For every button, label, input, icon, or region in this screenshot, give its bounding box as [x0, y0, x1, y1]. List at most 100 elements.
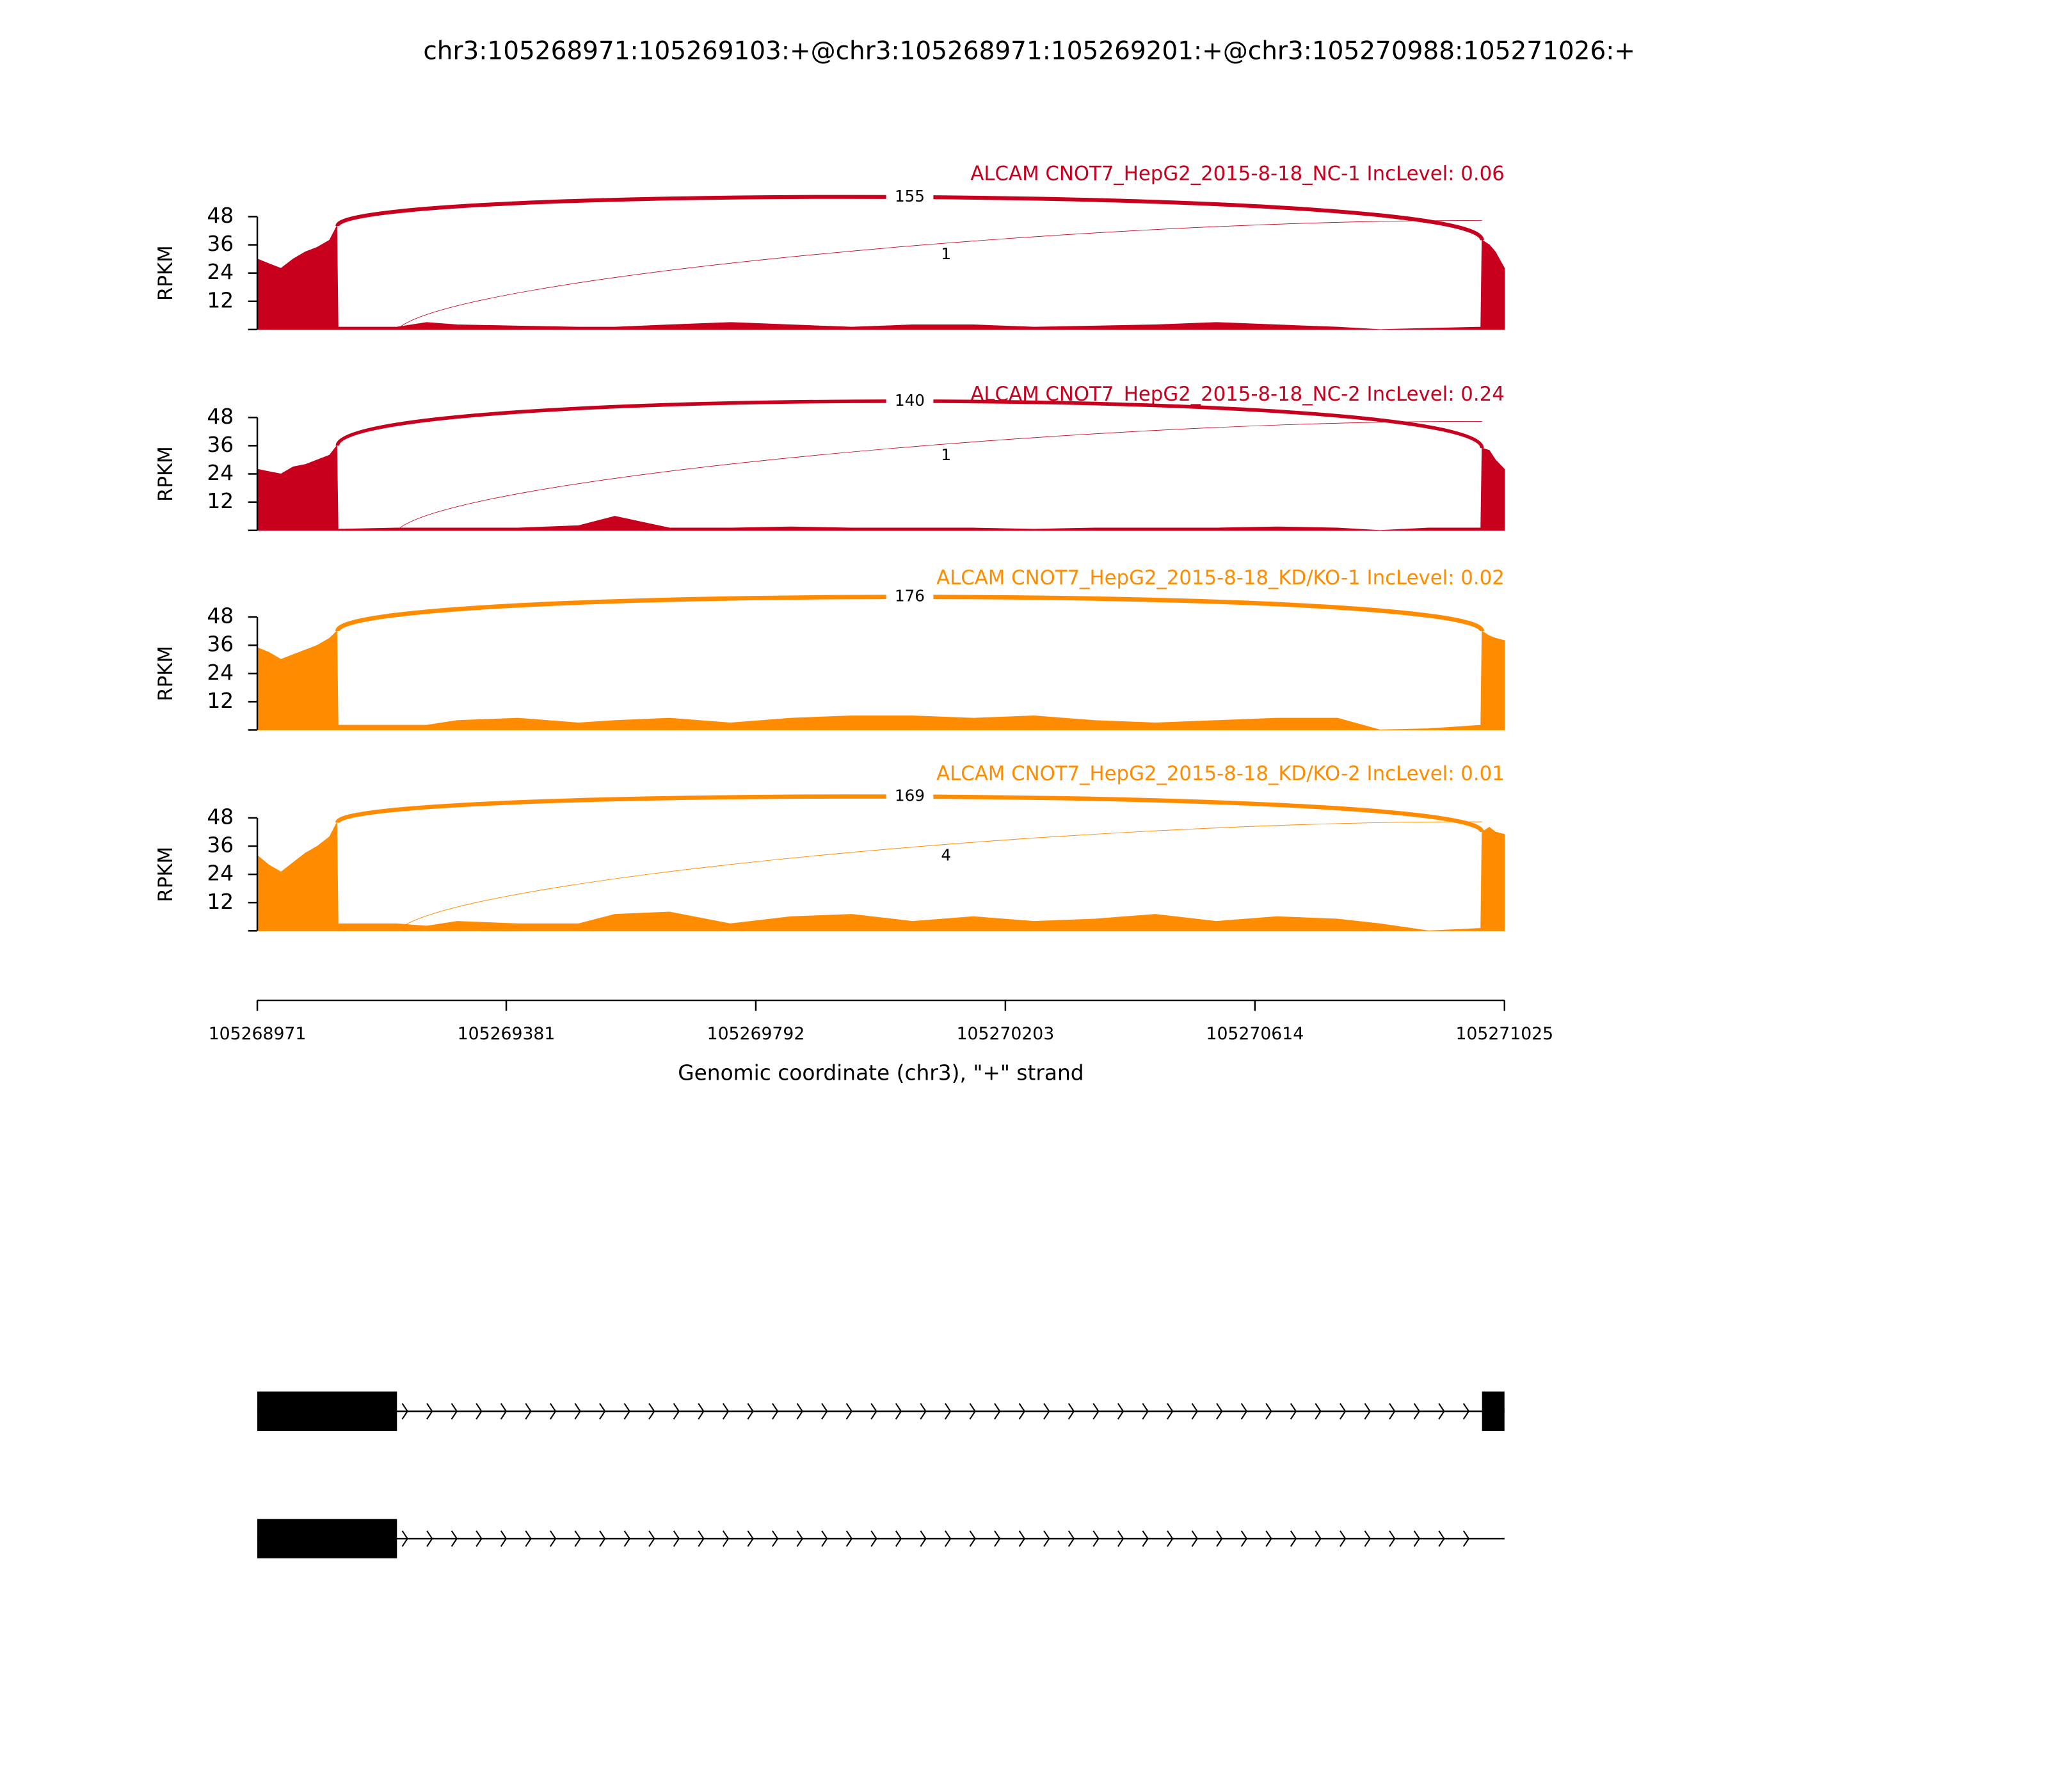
- junction-count: 176: [895, 587, 925, 605]
- strand-arrow: [1438, 1530, 1445, 1547]
- strand-arrow: [1240, 1403, 1248, 1420]
- strand-arrow: [1389, 1403, 1396, 1420]
- coverage-area: [257, 225, 1505, 330]
- strand-arrow: [623, 1530, 630, 1547]
- strand-arrow: [476, 1530, 483, 1547]
- strand-arrow: [722, 1403, 730, 1420]
- strand-arrow: [500, 1403, 508, 1420]
- junction-count: 4: [941, 846, 951, 865]
- y-axis-label: RPKM: [154, 646, 177, 701]
- y-tick-label: 24: [207, 660, 234, 685]
- strand-arrow: [1290, 1530, 1297, 1547]
- panel-title: ALCAM CNOT7_HepG2_2015-8-18_NC-1 IncLeve…: [970, 162, 1504, 185]
- y-tick-label: 36: [207, 632, 234, 657]
- strand-arrow: [821, 1403, 828, 1420]
- strand-arrow: [747, 1403, 754, 1420]
- strand-arrow: [1265, 1530, 1272, 1547]
- strand-arrow: [401, 1530, 408, 1547]
- strand-arrow: [648, 1403, 655, 1420]
- junction-label-bg: [886, 188, 934, 207]
- strand-arrow: [1462, 1403, 1470, 1420]
- strand-arrow: [1216, 1403, 1223, 1420]
- y-tick-label: 12: [207, 689, 234, 713]
- chart-title: chr3:105268971:105269103:+@chr3:10526897…: [423, 37, 1635, 66]
- strand-arrow: [1364, 1403, 1371, 1420]
- strand-arrow: [1315, 1403, 1322, 1420]
- strand-arrow: [401, 1403, 408, 1420]
- y-tick-label: 24: [207, 461, 234, 485]
- strand-arrow: [549, 1403, 557, 1420]
- strand-arrow: [994, 1403, 1001, 1420]
- strand-arrow: [870, 1530, 877, 1547]
- panel-title: ALCAM CNOT7_HepG2_2015-8-18_KD/KO-2 IncL…: [936, 762, 1505, 785]
- junction-label-bg: [886, 588, 934, 607]
- strand-arrow: [426, 1530, 433, 1547]
- junction-label-bg: [922, 245, 970, 264]
- strand-arrow: [969, 1403, 976, 1420]
- strand-arrow: [845, 1403, 853, 1420]
- coverage-area: [257, 822, 1505, 931]
- exon: [257, 1519, 397, 1558]
- strand-arrow: [1117, 1403, 1124, 1420]
- strand-arrow: [574, 1403, 581, 1420]
- strand-arrow: [821, 1530, 828, 1547]
- junction-arc: [396, 220, 1482, 330]
- strand-arrow: [698, 1530, 705, 1547]
- strand-arrow: [994, 1530, 1001, 1547]
- strand-arrow: [1216, 1530, 1223, 1547]
- strand-arrow: [1413, 1530, 1421, 1547]
- strand-arrow: [426, 1403, 433, 1420]
- strand-arrow: [525, 1403, 532, 1420]
- strand-arrow: [1092, 1403, 1100, 1420]
- junction-label-bg: [886, 392, 934, 411]
- y-tick-label: 36: [207, 433, 234, 457]
- x-tick-label: 105271025: [1455, 1024, 1553, 1044]
- y-tick-label: 24: [207, 861, 234, 886]
- strand-arrow: [1413, 1403, 1421, 1420]
- strand-arrow: [500, 1530, 508, 1547]
- x-tick-label: 105270203: [957, 1024, 1055, 1044]
- strand-arrow: [1340, 1403, 1347, 1420]
- strand-arrow: [1068, 1403, 1075, 1420]
- junction-label-bg: [922, 847, 970, 866]
- strand-arrow: [451, 1530, 458, 1547]
- x-tick-label: 105270614: [1206, 1024, 1304, 1044]
- strand-arrow: [476, 1403, 483, 1420]
- x-tick-label: 105269792: [707, 1024, 805, 1044]
- y-axis-label: RPKM: [154, 245, 177, 301]
- y-tick-label: 12: [207, 890, 234, 914]
- strand-arrow: [1043, 1530, 1050, 1547]
- strand-arrow: [945, 1530, 952, 1547]
- strand-arrow: [1290, 1403, 1297, 1420]
- strand-arrow: [549, 1530, 557, 1547]
- strand-arrow: [1340, 1530, 1347, 1547]
- strand-arrow: [1265, 1403, 1272, 1420]
- coverage-area: [257, 630, 1505, 731]
- strand-arrow: [525, 1530, 532, 1547]
- y-tick-label: 12: [207, 288, 234, 312]
- y-axis-label: RPKM: [154, 446, 177, 502]
- strand-arrow: [1142, 1403, 1149, 1420]
- y-tick-label: 48: [207, 604, 234, 628]
- junction-count: 155: [895, 187, 925, 205]
- strand-arrow: [1438, 1403, 1445, 1420]
- strand-arrow: [1117, 1530, 1124, 1547]
- strand-arrow: [845, 1530, 853, 1547]
- coverage-area: [257, 444, 1505, 531]
- y-tick-label: 48: [207, 804, 234, 829]
- strand-arrow: [920, 1530, 927, 1547]
- strand-arrow: [1068, 1530, 1075, 1547]
- y-tick-label: 48: [207, 204, 234, 228]
- x-tick-label: 105268971: [209, 1024, 307, 1044]
- strand-arrow: [1142, 1530, 1149, 1547]
- strand-arrow: [599, 1530, 606, 1547]
- strand-arrow: [1092, 1530, 1100, 1547]
- strand-arrow: [673, 1403, 680, 1420]
- y-tick-label: 12: [207, 489, 234, 513]
- strand-arrow: [1167, 1403, 1174, 1420]
- strand-arrow: [648, 1530, 655, 1547]
- junction-label-bg: [886, 787, 934, 806]
- strand-arrow: [969, 1530, 976, 1547]
